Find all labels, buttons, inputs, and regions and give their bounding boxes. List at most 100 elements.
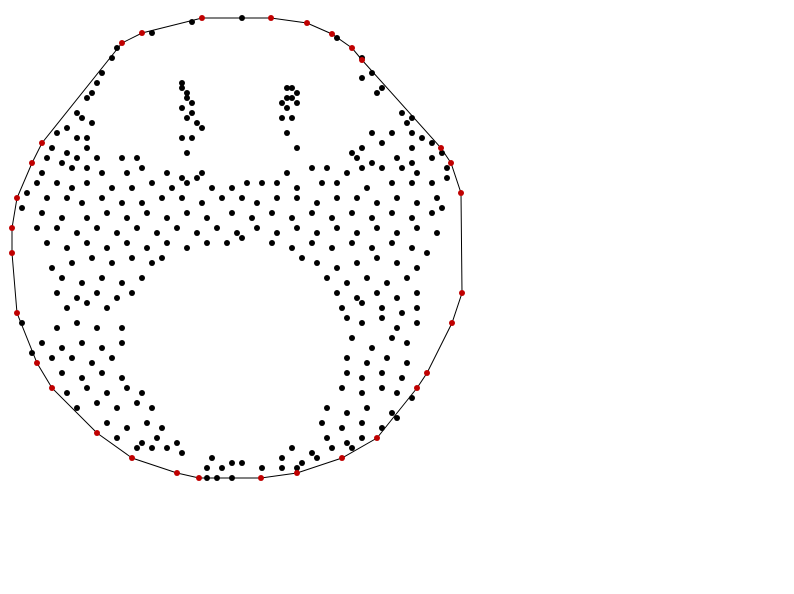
point (184, 180, 190, 186)
point (334, 290, 340, 296)
point (139, 275, 145, 281)
point (204, 465, 210, 471)
point (309, 240, 315, 246)
hull-vertex (9, 225, 15, 231)
point (394, 230, 400, 236)
point (204, 475, 210, 481)
point (284, 170, 290, 176)
point (349, 150, 355, 156)
point (84, 385, 90, 391)
point (399, 375, 405, 381)
point (139, 165, 145, 171)
point (119, 340, 125, 346)
point (314, 260, 320, 266)
point (404, 360, 410, 366)
point (329, 245, 335, 251)
point (49, 355, 55, 361)
point (159, 195, 165, 201)
point (99, 370, 105, 376)
point (114, 230, 120, 236)
point (54, 130, 60, 136)
hull-vertex (438, 145, 444, 151)
point (394, 325, 400, 331)
point (49, 145, 55, 151)
point (59, 275, 65, 281)
point (414, 305, 420, 311)
point (94, 225, 100, 231)
point (149, 445, 155, 451)
point (399, 310, 405, 316)
point (24, 190, 30, 196)
point (414, 290, 420, 296)
point (319, 180, 325, 186)
point (134, 225, 140, 231)
point (74, 110, 80, 116)
point (344, 440, 350, 446)
point (244, 180, 250, 186)
point (254, 225, 260, 231)
point (349, 210, 355, 216)
point (184, 95, 190, 101)
point (379, 140, 385, 146)
point (69, 165, 75, 171)
hull-vertex (458, 190, 464, 196)
point (379, 165, 385, 171)
point (44, 240, 50, 246)
point (154, 435, 160, 441)
point (394, 260, 400, 266)
point (334, 35, 340, 41)
point (414, 200, 420, 206)
point (274, 180, 280, 186)
point (209, 455, 215, 461)
hull-vertex (39, 140, 45, 146)
point (309, 165, 315, 171)
point (379, 425, 385, 431)
point (389, 240, 395, 246)
point (179, 175, 185, 181)
hull-vertex (94, 430, 100, 436)
point (319, 420, 325, 426)
point (64, 150, 70, 156)
point (194, 120, 200, 126)
point (289, 95, 295, 101)
point (104, 305, 110, 311)
point (429, 155, 435, 161)
point (429, 210, 435, 216)
point (59, 370, 65, 376)
point (89, 360, 95, 366)
hull-vertex (294, 470, 300, 476)
point (284, 85, 290, 91)
point (274, 230, 280, 236)
point (159, 425, 165, 431)
point (179, 135, 185, 141)
hull-vertex (448, 160, 454, 166)
point (94, 325, 100, 331)
point (334, 265, 340, 271)
point (424, 250, 430, 256)
point (374, 290, 380, 296)
point (99, 70, 105, 76)
point (119, 375, 125, 381)
point (294, 145, 300, 151)
point (99, 345, 105, 351)
point (369, 130, 375, 136)
point (104, 420, 110, 426)
point (359, 75, 365, 81)
point (139, 440, 145, 446)
hull-vertex (459, 290, 465, 296)
point (409, 160, 415, 166)
point (64, 125, 70, 131)
hull-vertex (34, 360, 40, 366)
point (439, 205, 445, 211)
point (269, 240, 275, 246)
point (164, 170, 170, 176)
point (409, 245, 415, 251)
point (124, 240, 130, 246)
hull-vertex (174, 470, 180, 476)
point (279, 115, 285, 121)
point (109, 355, 115, 361)
point (369, 245, 375, 251)
point (74, 230, 80, 236)
point (234, 230, 240, 236)
point (119, 280, 125, 286)
